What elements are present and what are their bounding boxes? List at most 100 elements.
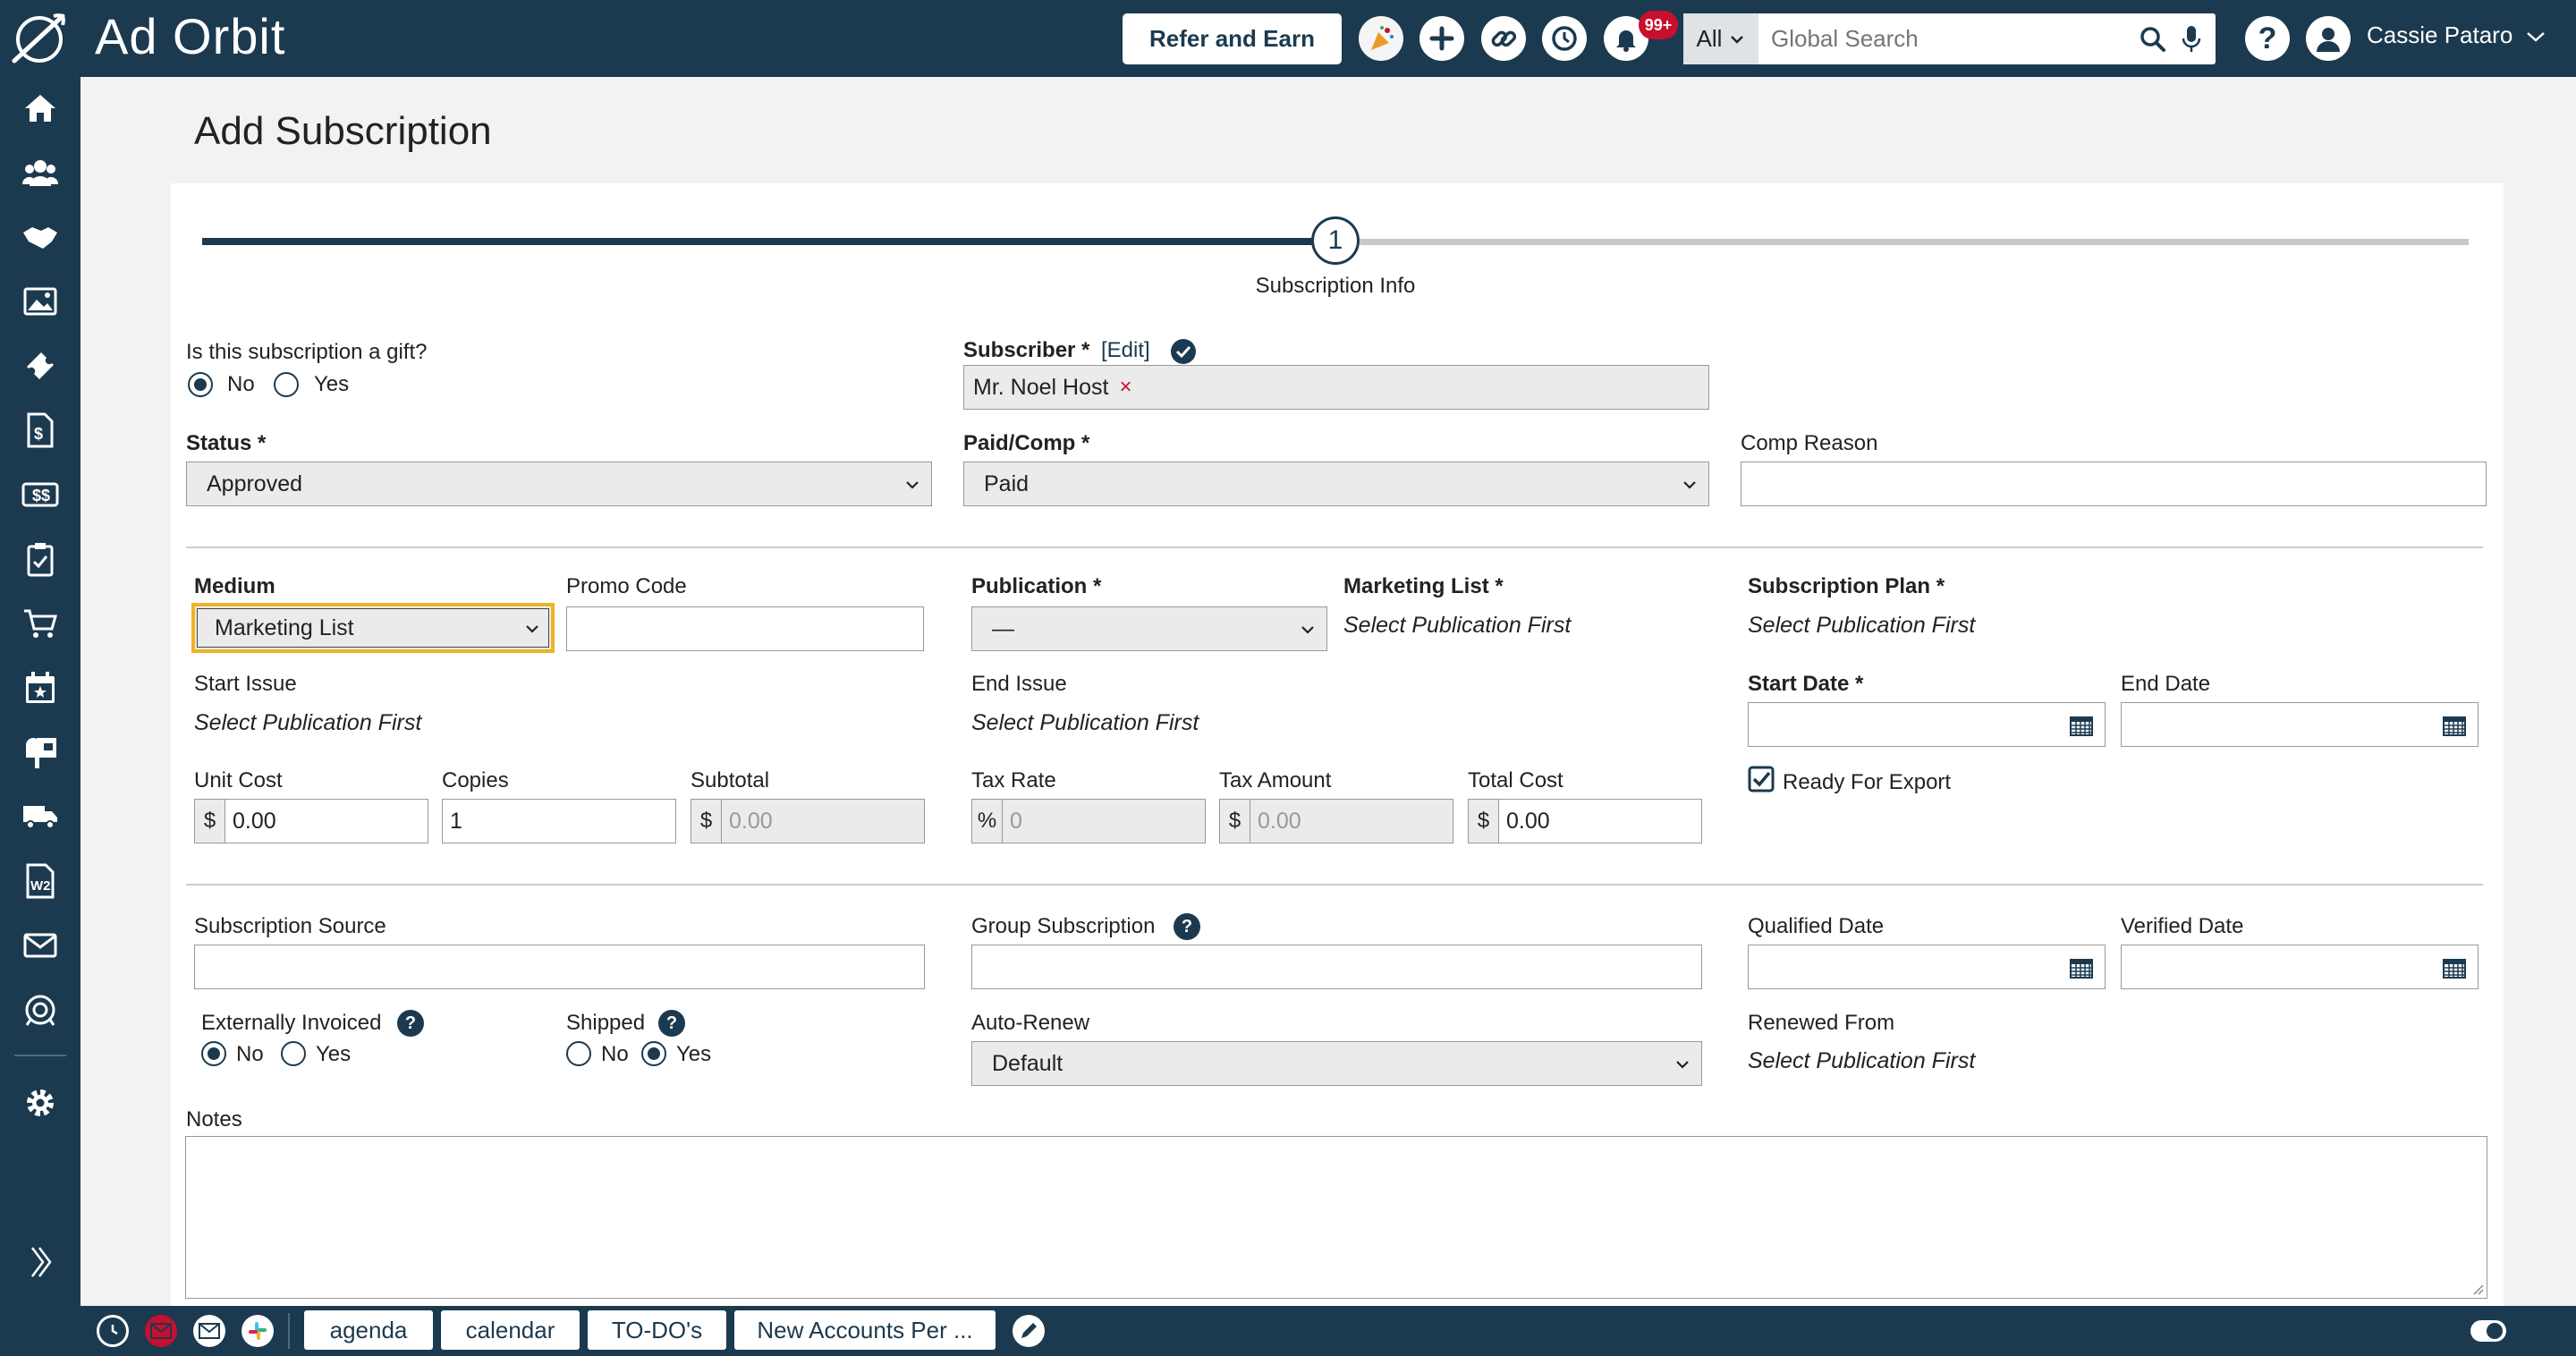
resize-handle-icon[interactable]	[2470, 1282, 2485, 1296]
left-sidebar: $ $$ W2	[0, 77, 80, 1306]
publication-select[interactable]: —	[971, 606, 1327, 651]
add-icon[interactable]	[1419, 16, 1464, 61]
promo-code-input[interactable]	[566, 606, 924, 651]
calendar-icon[interactable]	[18, 665, 63, 710]
stepper-step-circle[interactable]: 1	[1311, 216, 1360, 265]
remove-subscriber-icon[interactable]: ×	[1119, 375, 1132, 399]
ext-invoiced-yes-radio[interactable]	[281, 1041, 306, 1066]
global-search-input[interactable]	[1758, 16, 2116, 62]
unit-cost-input[interactable]: $0.00	[194, 799, 428, 843]
help-icon[interactable]: ?	[2245, 16, 2290, 61]
total-cost-input[interactable]: $0.00	[1468, 799, 1702, 843]
ext-invoiced-no-radio[interactable]	[201, 1041, 226, 1066]
notes-textarea[interactable]	[185, 1136, 2487, 1299]
subscriber-field[interactable]: Mr. Noel Host ×	[963, 365, 1709, 410]
tax-amount-value: 0.00	[1258, 808, 1301, 834]
ticket-icon[interactable]	[18, 343, 63, 388]
invoice-icon[interactable]: $	[18, 408, 63, 453]
calendar-icon[interactable]	[2442, 956, 2467, 979]
status-value: Approved	[207, 470, 303, 496]
start-issue-value: Select Publication First	[194, 710, 422, 735]
app-name: Ad Orbit	[95, 8, 286, 64]
delivery-truck-icon[interactable]	[18, 794, 63, 839]
medium-select[interactable]: Marketing List	[191, 603, 555, 653]
orbit-logo-icon[interactable]	[7, 9, 72, 68]
bell-icon[interactable]	[1604, 16, 1648, 61]
calendar-icon[interactable]	[2442, 714, 2467, 737]
ready-export-checkbox[interactable]	[1748, 766, 1775, 792]
externally-invoiced-help-icon[interactable]: ?	[397, 1010, 424, 1037]
slack-icon[interactable]	[242, 1315, 274, 1347]
celebration-icon[interactable]	[1359, 16, 1403, 61]
clipboard-check-icon[interactable]	[18, 537, 63, 581]
status-label: Status *	[186, 431, 267, 455]
ext-invoiced-no-label: No	[236, 1042, 264, 1066]
media-icon[interactable]	[18, 279, 63, 324]
refer-and-earn-button[interactable]: Refer and Earn	[1123, 13, 1342, 64]
autorenew-select[interactable]: Default	[971, 1041, 1702, 1086]
subscriber-edit-link[interactable]: [Edit]	[1101, 338, 1150, 362]
payments-icon[interactable]: $$	[18, 472, 63, 517]
stepper-track	[1360, 239, 2469, 245]
status-select[interactable]: Approved	[186, 462, 932, 506]
bottom-tab-calendar[interactable]: calendar	[441, 1310, 580, 1350]
bottom-tab-new-accounts[interactable]: New Accounts Per ...	[734, 1310, 996, 1350]
calendar-icon[interactable]	[2069, 956, 2094, 979]
expand-sidebar-icon[interactable]	[18, 1240, 63, 1284]
handshake-icon[interactable]	[18, 215, 63, 259]
end-issue-value: Select Publication First	[971, 710, 1199, 735]
end-date-input[interactable]	[2121, 702, 2479, 747]
mailbox-icon[interactable]	[18, 730, 63, 775]
history-icon[interactable]	[1542, 16, 1587, 61]
gift-no-radio[interactable]	[188, 372, 213, 397]
autorenew-label: Auto-Renew	[971, 1011, 1090, 1035]
support-icon[interactable]	[18, 987, 63, 1032]
link-icon[interactable]	[1481, 16, 1526, 61]
svg-text:$$: $$	[32, 487, 50, 504]
currency-prefix: $	[1469, 800, 1499, 843]
qualified-date-input[interactable]	[1748, 945, 2106, 989]
shipped-no-radio[interactable]	[566, 1041, 591, 1066]
gift-yes-radio[interactable]	[274, 372, 299, 397]
bottom-tab-agenda[interactable]: agenda	[304, 1310, 433, 1350]
paidcomp-select[interactable]: Paid	[963, 462, 1709, 506]
group-subscription-input[interactable]	[971, 945, 1702, 989]
shipped-help-icon[interactable]: ?	[658, 1010, 685, 1037]
clock-icon[interactable]	[97, 1315, 129, 1347]
calendar-icon[interactable]	[2069, 714, 2094, 737]
contacts-icon[interactable]	[18, 150, 63, 195]
shipped-yes-radio[interactable]	[641, 1041, 666, 1066]
group-help-icon[interactable]: ?	[1174, 913, 1200, 940]
start-date-input[interactable]	[1748, 702, 2106, 747]
comp-reason-input[interactable]	[1741, 462, 2487, 506]
app-logo-text[interactable]: Ad Orbit	[95, 7, 285, 65]
mail-icon[interactable]	[193, 1315, 225, 1347]
mail-icon[interactable]	[18, 923, 63, 968]
verified-date-input[interactable]	[2121, 945, 2479, 989]
marketing-list-label: Marketing List *	[1343, 574, 1504, 598]
microphone-icon[interactable]	[2181, 24, 2202, 55]
subscription-source-input[interactable]	[194, 945, 925, 989]
cart-icon[interactable]	[18, 601, 63, 646]
gear-icon[interactable]	[18, 1081, 63, 1125]
subtotal-input: $0.00	[691, 799, 925, 843]
bottom-tab-todos[interactable]: TO-DO's	[588, 1310, 726, 1350]
chevron-down-icon	[1683, 481, 1696, 489]
comp-reason-label: Comp Reason	[1741, 431, 1878, 455]
shipped-yes-label: Yes	[676, 1042, 712, 1066]
avatar[interactable]	[2306, 16, 2351, 61]
end-issue-label: End Issue	[971, 672, 1067, 696]
search-scope-select[interactable]: All	[1683, 13, 1758, 64]
ready-export-label: Ready For Export	[1783, 770, 1952, 794]
email-alert-icon[interactable]	[145, 1315, 177, 1347]
currency-prefix: $	[691, 800, 722, 843]
medium-value: Marketing List	[215, 614, 354, 640]
search-icon[interactable]	[2140, 26, 2166, 53]
home-icon[interactable]	[18, 86, 63, 131]
toggle-switch[interactable]	[2470, 1320, 2506, 1342]
user-menu[interactable]: Cassie Pataro	[2367, 21, 2545, 49]
w2-form-icon[interactable]: W2	[18, 859, 63, 903]
marketing-list-value: Select Publication First	[1343, 613, 1572, 638]
edit-pencil-icon[interactable]	[1013, 1315, 1045, 1347]
copies-input[interactable]: 1	[442, 799, 676, 843]
